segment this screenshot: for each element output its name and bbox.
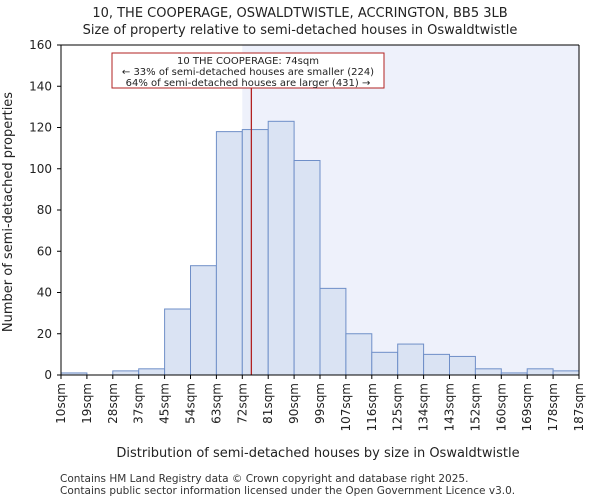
annotation-smaller: ← 33% of semi-detached houses are smalle… (122, 67, 374, 78)
x-tick-label: 37sqm (132, 383, 146, 424)
x-tick-label: 187sqm (572, 383, 586, 431)
x-tick-label: 178sqm (546, 383, 560, 431)
bar (241, 129, 269, 376)
x-tick-label: 19sqm (80, 383, 94, 424)
x-tick-label: 10sqm (54, 383, 68, 424)
x-tick-label: 63sqm (209, 383, 223, 424)
x-tick-label: 160sqm (494, 383, 508, 431)
chart-title-line1: 10, THE COOPERAGE, OSWALDTWISTLE, ACCRIN… (92, 6, 507, 21)
bar (164, 308, 192, 376)
y-tick-label: 100 (29, 162, 52, 176)
annotation-larger: 64% of semi-detached houses are larger (… (126, 78, 371, 89)
y-axis-label: Number of semi-detached properties (1, 92, 16, 332)
x-tick-label: 152sqm (468, 383, 482, 431)
y-tick-label: 40 (37, 286, 52, 300)
chart-title-line2: Size of property relative to semi-detach… (83, 23, 518, 38)
y-tick-label: 160 (29, 38, 52, 52)
bar (397, 343, 425, 376)
bar (423, 353, 451, 376)
bar (293, 160, 321, 376)
bar (449, 355, 476, 376)
x-tick-label: 116sqm (365, 383, 379, 431)
x-tick-label: 54sqm (184, 383, 198, 424)
y-tick-label: 120 (29, 121, 52, 135)
x-tick-label: 81sqm (261, 383, 275, 424)
x-tick-label: 90sqm (287, 383, 301, 424)
x-tick-label: 169sqm (520, 383, 534, 431)
bar (112, 370, 140, 376)
y-tick-label: 140 (29, 79, 52, 93)
x-tick-label: 99sqm (313, 383, 327, 424)
bar (138, 368, 166, 376)
bar (319, 287, 347, 376)
bar (371, 351, 399, 376)
bar (345, 333, 373, 376)
x-tick-label: 28sqm (106, 383, 120, 424)
x-tick-label: 143sqm (443, 383, 457, 431)
y-tick-label: 20 (37, 327, 52, 341)
x-tick-label: 125sqm (391, 383, 405, 431)
bar (215, 131, 243, 376)
plot-area: 0 20 40 60 80 100 120 140 160 10sqm 19sqm 28sqm 37sq… (29, 38, 586, 431)
bar (267, 120, 295, 376)
annotation-box (111, 52, 385, 89)
x-tick-label: 107sqm (339, 383, 353, 431)
y-tick-label: 60 (37, 244, 52, 258)
annotation-title: 10 THE COOPERAGE: 74sqm (177, 56, 319, 67)
bar (474, 368, 502, 376)
bar (526, 368, 554, 376)
bar (190, 265, 217, 376)
x-axis-label: Distribution of semi-detached houses by … (116, 446, 519, 461)
y-tick-label: 0 (44, 368, 52, 382)
x-tick-label: 134sqm (417, 383, 431, 431)
x-tick-label: 45sqm (158, 383, 172, 424)
y-tick-label: 80 (37, 203, 52, 217)
x-tick-label: 72sqm (235, 383, 249, 424)
footer-line1: Contains HM Land Registry data © Crown c… (60, 473, 468, 485)
footer-line2: Contains public sector information licen… (60, 485, 515, 497)
bar (552, 370, 580, 376)
